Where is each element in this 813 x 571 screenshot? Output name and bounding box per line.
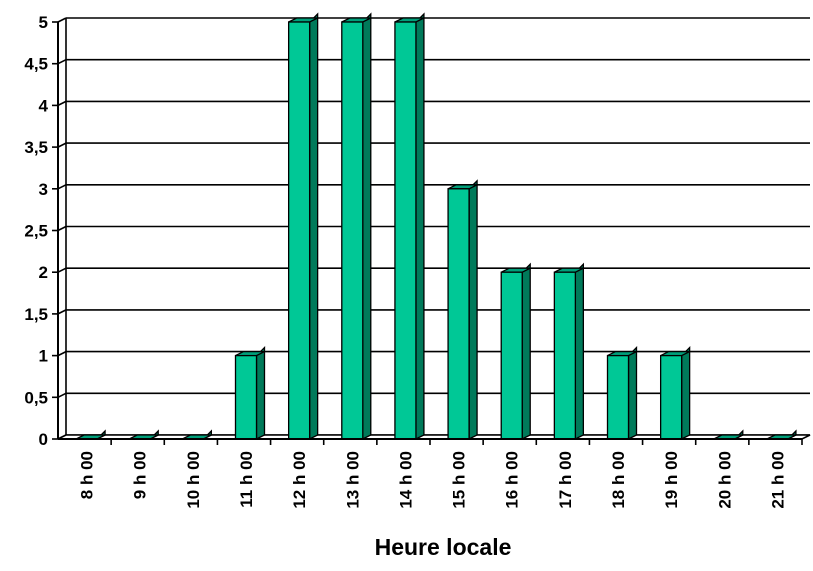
x-tick-label: 13 h 00 [343, 451, 362, 509]
bar-side [308, 12, 319, 441]
x-tick-label: 18 h 00 [609, 451, 628, 509]
bar-front [659, 354, 683, 440]
gridline-depth [57, 17, 67, 23]
bar-front [341, 21, 364, 440]
bar-front [606, 354, 630, 440]
y-tick-label: 1,5 [24, 305, 48, 324]
bar-side [627, 346, 638, 441]
bar [447, 179, 478, 441]
gridline-depth [57, 267, 67, 273]
x-tick-label: 19 h 00 [662, 451, 681, 509]
y-tick-label: 1 [39, 347, 48, 366]
bar-side [415, 12, 425, 441]
bar-side [680, 346, 691, 441]
bar [606, 346, 638, 441]
bar [394, 12, 425, 441]
bar-side [574, 262, 585, 441]
x-tick-label: 8 h 00 [78, 451, 97, 499]
y-tick-label: 3 [39, 180, 48, 199]
axes [52, 18, 803, 445]
bar-front [553, 271, 577, 440]
x-tick-labels: 8 h 00 9 h 00 10 h 00 11 h 00 12 h 00 13 h 00… [78, 451, 788, 509]
y-tick-labels: 0 0,5 1 1,5 2 2,5 3 3,5 4 4,5 5 [24, 13, 48, 449]
bar [341, 12, 372, 441]
y-tick-label: 4,5 [24, 55, 48, 74]
bar-side [255, 346, 266, 441]
bar [287, 12, 319, 441]
bar [500, 262, 531, 441]
x-tick-label: 10 h 00 [184, 451, 203, 509]
bar [553, 262, 585, 441]
gridline-depth [57, 142, 67, 148]
x-tick-label: 16 h 00 [503, 451, 522, 509]
x-tick-label: 9 h 00 [131, 451, 150, 499]
bar-front [500, 271, 523, 440]
x-axis-label: Heure locale [375, 534, 512, 560]
bar-side [521, 262, 531, 441]
gridline-depth [57, 184, 67, 190]
x-tick-label: 15 h 00 [450, 451, 469, 509]
bar-front [234, 354, 258, 440]
grid-lines [57, 17, 810, 440]
x-tick-label: 20 h 00 [715, 451, 734, 509]
bar-side [468, 179, 478, 441]
gridline-depth [57, 225, 67, 232]
x-tick-label: 21 h 00 [768, 451, 787, 509]
y-tick-label: 3,5 [24, 138, 48, 157]
y-tick-label: 2,5 [24, 222, 48, 241]
x-tick-label: 11 h 00 [237, 451, 256, 508]
y-tick-label: 0 [39, 430, 48, 449]
y-tick-label: 0,5 [24, 388, 48, 407]
x-tick-label: 12 h 00 [290, 451, 309, 509]
gridline-depth [57, 350, 67, 357]
x-tick-label: 17 h 00 [556, 451, 575, 509]
gridline-depth [57, 58, 67, 65]
gridline-depth [57, 100, 67, 107]
bar [234, 346, 266, 441]
bar-front [447, 188, 470, 440]
bar-front [394, 21, 417, 440]
y-tick-label: 2 [39, 263, 48, 282]
x-tick-label: 14 h 00 [396, 451, 415, 509]
gridline-depth [57, 392, 67, 399]
bar [659, 346, 691, 441]
y-tick-label: 5 [39, 13, 48, 32]
y-tick-label: 4 [39, 96, 49, 115]
bar-side [362, 12, 372, 441]
gridline-depth [57, 309, 67, 315]
bar-front [287, 21, 311, 440]
